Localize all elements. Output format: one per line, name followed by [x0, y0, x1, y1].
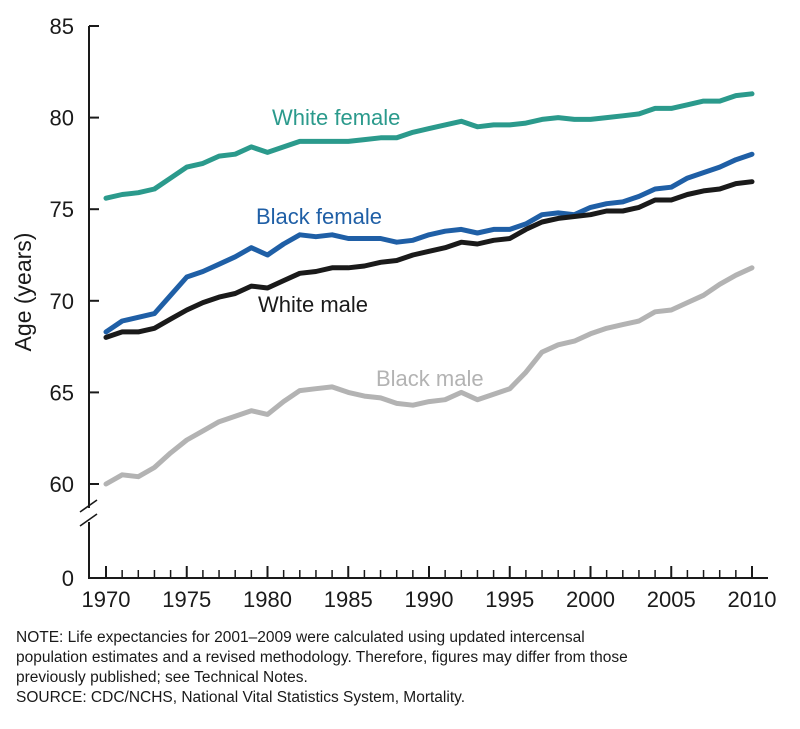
x-tick-label-1985: 1985: [324, 587, 373, 612]
x-tick-label-1990: 1990: [405, 587, 454, 612]
axes-layer: 0 60 65 70 75 80 85 1970 1975 1980 1985 1990 1995 200…: [50, 14, 777, 612]
axis-break-mark-upper: [79, 499, 98, 513]
axis-break-mark-lower: [79, 513, 98, 527]
note-line-3: previously published; see Technical Note…: [16, 669, 308, 686]
y-tick-label-0: 0: [62, 566, 74, 591]
y-axis-label: Age (years): [10, 233, 36, 352]
y-tick-label-85: 85: [50, 14, 74, 39]
note-line-2: population estimates and a revised metho…: [16, 649, 628, 666]
life-expectancy-chart: 0 60 65 70 75 80 85 1970 1975 1980 1985 1990 1995 200…: [10, 14, 777, 612]
y-tick-label-80: 80: [50, 106, 74, 131]
x-tick-label-2005: 2005: [647, 587, 696, 612]
footnote: NOTE: Life expectancies for 2001–2009 we…: [16, 628, 786, 708]
y-tick-label-65: 65: [50, 380, 74, 405]
x-tick-label-2000: 2000: [566, 587, 615, 612]
x-tick-label-1995: 1995: [485, 587, 534, 612]
x-tick-label-2010: 2010: [728, 587, 777, 612]
x-tick-label-1980: 1980: [243, 587, 292, 612]
y-tick-label-70: 70: [50, 289, 74, 314]
series-line-white-male: [103, 179, 755, 340]
y-tick-label-75: 75: [50, 197, 74, 222]
source-line: SOURCE: CDC/NCHS, National Vital Statist…: [16, 689, 466, 706]
series-label-white-male: White male: [258, 292, 368, 317]
series-line-black-male: [103, 265, 755, 487]
series-label-white-female: White female: [272, 105, 400, 130]
series-line-white-female: [103, 91, 755, 201]
series-label-black-female: Black female: [256, 204, 382, 229]
note-line-1: NOTE: Life expectancies for 2001–2009 we…: [16, 629, 585, 646]
series-label-black-male: Black male: [376, 366, 484, 391]
x-tick-label-1970: 1970: [82, 587, 131, 612]
labels-layer: White female Black female White male Black …: [256, 105, 484, 391]
series-line-black-female: [103, 151, 755, 335]
y-tick-label-60: 60: [50, 472, 74, 497]
series-layer: [103, 91, 755, 487]
x-tick-label-1975: 1975: [162, 587, 211, 612]
